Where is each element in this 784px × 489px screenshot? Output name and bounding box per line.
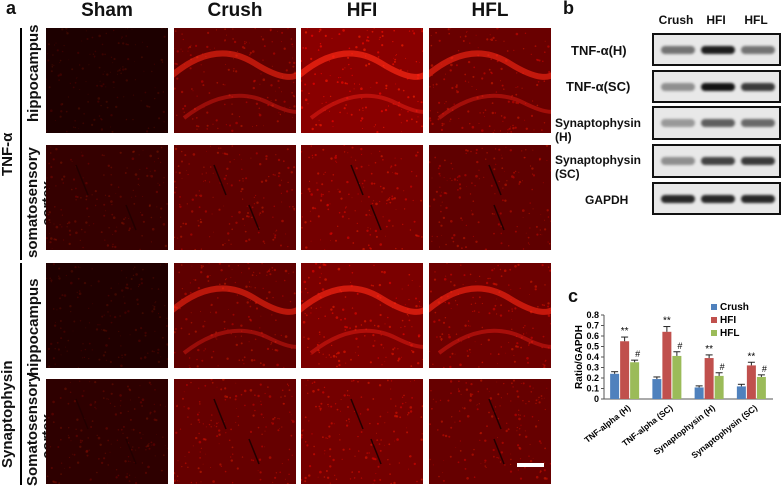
micrograph-hfl-row-2 [429,145,551,250]
legend-label-hfi: HFI [720,315,736,326]
synaptophysin-group-bracket [20,263,22,485]
micrograph-crush-row-1 [174,28,296,133]
significance-mark: # [677,341,682,351]
legend-label-hfl: HFL [720,328,739,339]
blot-band-3-crush [661,119,695,127]
blot-label-syn-sc: Synaptophysin (SC) [555,153,642,181]
lane-label-hfi: HFI [706,13,726,27]
blot-band-3-hfi [701,119,735,127]
blot-band-4-crush [661,157,695,165]
blot-label-tnf-sc: TNF-α(SC) [566,79,631,94]
micrograph-sham-row-1 [46,28,168,133]
micrograph-hfl-row-4 [429,379,551,484]
y-axis-label: Ratio/GAPDH [574,325,585,389]
blot-band-5-crush [661,194,695,203]
y-tick-label: 0.2 [586,373,599,383]
significance-mark: ** [621,326,629,337]
y-tick-label: 0.6 [586,331,599,341]
bar-crush-4 [736,386,746,399]
blot-label-tnf-h: TNF-α(H) [571,43,627,58]
legend-label-crush: Crush [720,302,749,313]
micrograph-hfi-row-3 [301,263,423,368]
blot-band-2-crush [661,82,695,91]
region-label-hippocampus-1: hippocampus [25,24,42,122]
blot-band-4-hfi [701,157,735,165]
y-tick-label: 0.7 [586,321,599,331]
y-tick-label: 0.8 [586,310,599,320]
y-tick-label: 0.1 [586,384,599,394]
micrograph-hfl-row-1 [429,28,551,133]
legend-swatch-hfl [711,330,717,336]
legend-swatch-crush [711,304,717,310]
significance-mark: ** [747,351,755,362]
region-label-hippocampus-2: hippocampus [25,278,42,376]
blot-label-syn-h: Synaptophysin (H) [555,116,642,144]
blot-band-5-hfi [701,194,735,203]
bar-crush-1 [610,373,620,399]
y-tick-label: 0.4 [586,352,599,362]
blot-band-4-hfl [741,157,775,165]
micrograph-hfi-row-2 [301,145,423,250]
blot-band-2-hfi [701,82,735,91]
micrograph-sham-row-3 [46,263,168,368]
micrograph-sham-row-4 [46,379,168,484]
blot-label-gapdh: GAPDH [585,193,629,207]
group-label-synaptophysin: Synaptophysin [0,360,16,468]
bar-hfi-4 [746,365,756,399]
bar-crush-2 [652,379,662,399]
micrograph-hfi-row-4 [301,379,423,484]
bar-hfi-1 [620,341,630,399]
column-header-sham: Sham [81,0,133,21]
bar-hfl-1 [630,362,640,399]
micrograph-crush-row-2 [174,145,296,250]
group-label-tnf: TNF-α [0,132,16,176]
column-header-hfl: HFL [471,0,509,21]
significance-mark: # [720,362,725,372]
micrograph-hfl-row-3 [429,263,551,368]
micrograph-crush-row-4 [174,379,296,484]
blot-band-2-hfl [741,82,775,91]
column-header-crush: Crush [207,0,263,21]
scale-bar [517,463,544,467]
blot-band-3-hfl [741,119,775,127]
column-header-hfi: HFI [346,0,378,21]
micrograph-crush-row-3 [174,263,296,368]
lane-label-crush: Crush [658,13,694,27]
blot-band-5-hfl [741,194,775,203]
bar-hfl-2 [672,355,682,399]
bar-hfl-3 [714,375,724,399]
panel-a-letter: a [6,0,17,18]
bar-crush-3 [694,387,704,399]
y-tick-label: 0 [594,394,599,404]
blot-band-1-hfl [741,45,775,54]
blot-band-1-hfi [701,45,735,54]
tnf-group-bracket [20,28,22,260]
legend-swatch-hfi [711,317,717,323]
bar-hfi-2 [662,331,672,399]
blot-band-1-crush [661,45,695,54]
panel-c-letter: c [568,286,579,306]
significance-mark: ** [663,316,671,327]
bar-hfl-4 [756,376,766,399]
micrograph-sham-row-2 [46,145,168,250]
y-tick-label: 0.3 [586,363,599,373]
significance-mark: ** [705,344,713,355]
bar-hfi-3 [704,358,714,399]
micrograph-hfi-row-1 [301,28,423,133]
significance-mark: # [762,364,767,374]
y-tick-label: 0.5 [586,342,599,352]
lane-label-hfl: HFL [744,13,768,27]
panel-b-letter: b [563,0,574,18]
significance-mark: # [635,349,640,359]
